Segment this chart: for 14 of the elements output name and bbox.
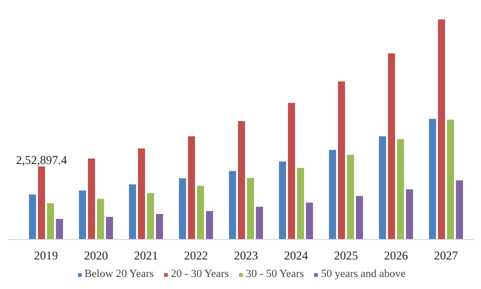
legend-label: 50 years and above [320, 268, 406, 280]
x-tick-label: 2023 [234, 248, 258, 262]
x-tick-label: 2019 [34, 248, 58, 262]
x-tick-label: 2024 [284, 248, 308, 262]
data-label: 2,52,897.4 [16, 153, 67, 168]
x-tick-label: 2025 [334, 248, 358, 262]
x-tick-label: 2021 [134, 248, 158, 262]
legend-label: 20 - 30 Years [170, 268, 229, 280]
legend-label: Below 20 Years [84, 268, 154, 280]
x-tick-label: 2027 [434, 248, 458, 262]
x-tick-label: 2026 [384, 248, 408, 262]
x-tick-label: 2022 [184, 248, 208, 262]
x-tick-label: 2020 [84, 248, 108, 262]
legend-label: 30 - 50 Years [246, 268, 304, 280]
